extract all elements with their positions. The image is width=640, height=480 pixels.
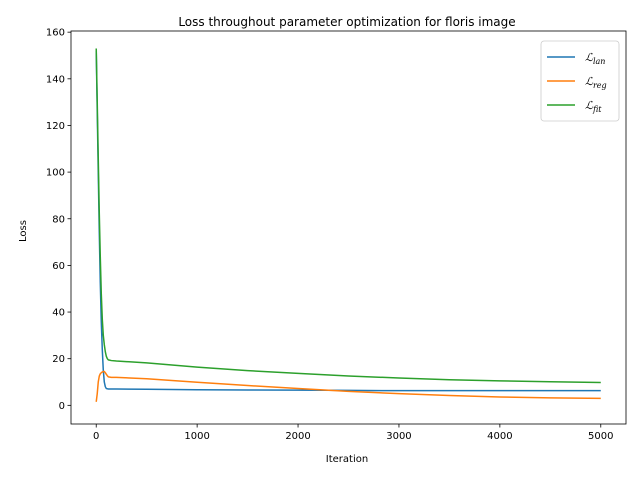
series-line-reg	[95, 370, 601, 402]
y-tick-label: 40	[52, 308, 65, 319]
legend: ℒlan ℒreg ℒfit	[540, 40, 620, 122]
y-tick-label: 20	[52, 354, 65, 365]
x-axis-ticks: 0 1000 2000 3000 4000 5000	[93, 424, 613, 442]
y-tick-label: 140	[46, 74, 65, 85]
plot-lines	[95, 48, 601, 402]
series-line-fit	[95, 48, 601, 384]
legend-label-reg: ℒreg	[585, 75, 607, 90]
series-line-lan	[95, 50, 601, 392]
x-axis-label: Iteration	[326, 454, 368, 465]
legend-label-fit: ℒfit	[585, 99, 602, 114]
x-tick-label: 0	[93, 431, 99, 442]
y-tick-label: 0	[59, 401, 65, 412]
y-tick-label: 80	[52, 214, 65, 225]
y-tick-label: 160	[46, 28, 65, 39]
y-axis-label: Loss	[18, 220, 29, 242]
y-tick-label: 120	[46, 121, 65, 132]
y-tick-label: 100	[46, 168, 65, 179]
x-tick-label: 2000	[285, 431, 310, 442]
x-tick-label: 3000	[386, 431, 411, 442]
legend-box	[540, 40, 620, 122]
x-tick-label: 5000	[588, 431, 613, 442]
chart-title: Loss throughout parameter optimization f…	[178, 15, 515, 29]
y-tick-label: 60	[52, 261, 65, 272]
x-tick-label: 1000	[184, 431, 209, 442]
x-tick-label: 4000	[487, 431, 512, 442]
y-axis-ticks: 0 20 40 60 80 100 120 140 160	[46, 28, 71, 412]
legend-label-lan: ℒlan	[585, 51, 605, 66]
plot-frame	[70, 30, 627, 425]
